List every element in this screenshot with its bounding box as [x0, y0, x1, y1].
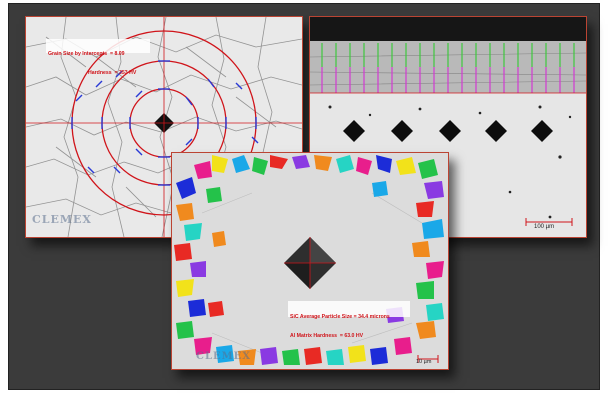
- scale-bar-100: [525, 218, 573, 226]
- image-canvas: Grain Size by Intercepts = 8.09 Hardness…: [8, 3, 600, 390]
- coating-thickness-marks-magenta: [321, 67, 575, 93]
- sic-particle-size-text: SiC Average Particle Size = 34.4 microns: [290, 314, 390, 321]
- sic-caption: SiC Average Particle Size = 34.4 microns…: [290, 302, 390, 352]
- grain-size-text: Grain Size by Intercepts = 8.09: [48, 51, 125, 58]
- clemex-watermark: CLEMEX: [32, 213, 92, 226]
- grain-caption: Grain Size by Intercepts = 8.09 Hardness…: [48, 39, 136, 89]
- clemex-watermark: CLEMEX: [196, 351, 252, 362]
- hardness-indent: [154, 113, 174, 133]
- scale-bar-10: [417, 355, 439, 363]
- sic-particle-micrograph[interactable]: SiC Average Particle Size = 34.4 microns…: [171, 152, 449, 370]
- coating-thickness-marks-green: [321, 43, 575, 67]
- sic-hardness-text: Al Matrix Hardness = 63.0 HV: [290, 333, 364, 340]
- scale-bar-label: 10 µm: [416, 359, 432, 365]
- grain-hardness-text: Hardness = 353 HV: [88, 70, 137, 77]
- scale-bar-label: 100 µm: [534, 224, 555, 230]
- sic-micrograph-image: [172, 153, 448, 369]
- hardness-indents: [343, 120, 553, 142]
- hardness-indent: [284, 237, 336, 289]
- sic-particles: [174, 155, 444, 365]
